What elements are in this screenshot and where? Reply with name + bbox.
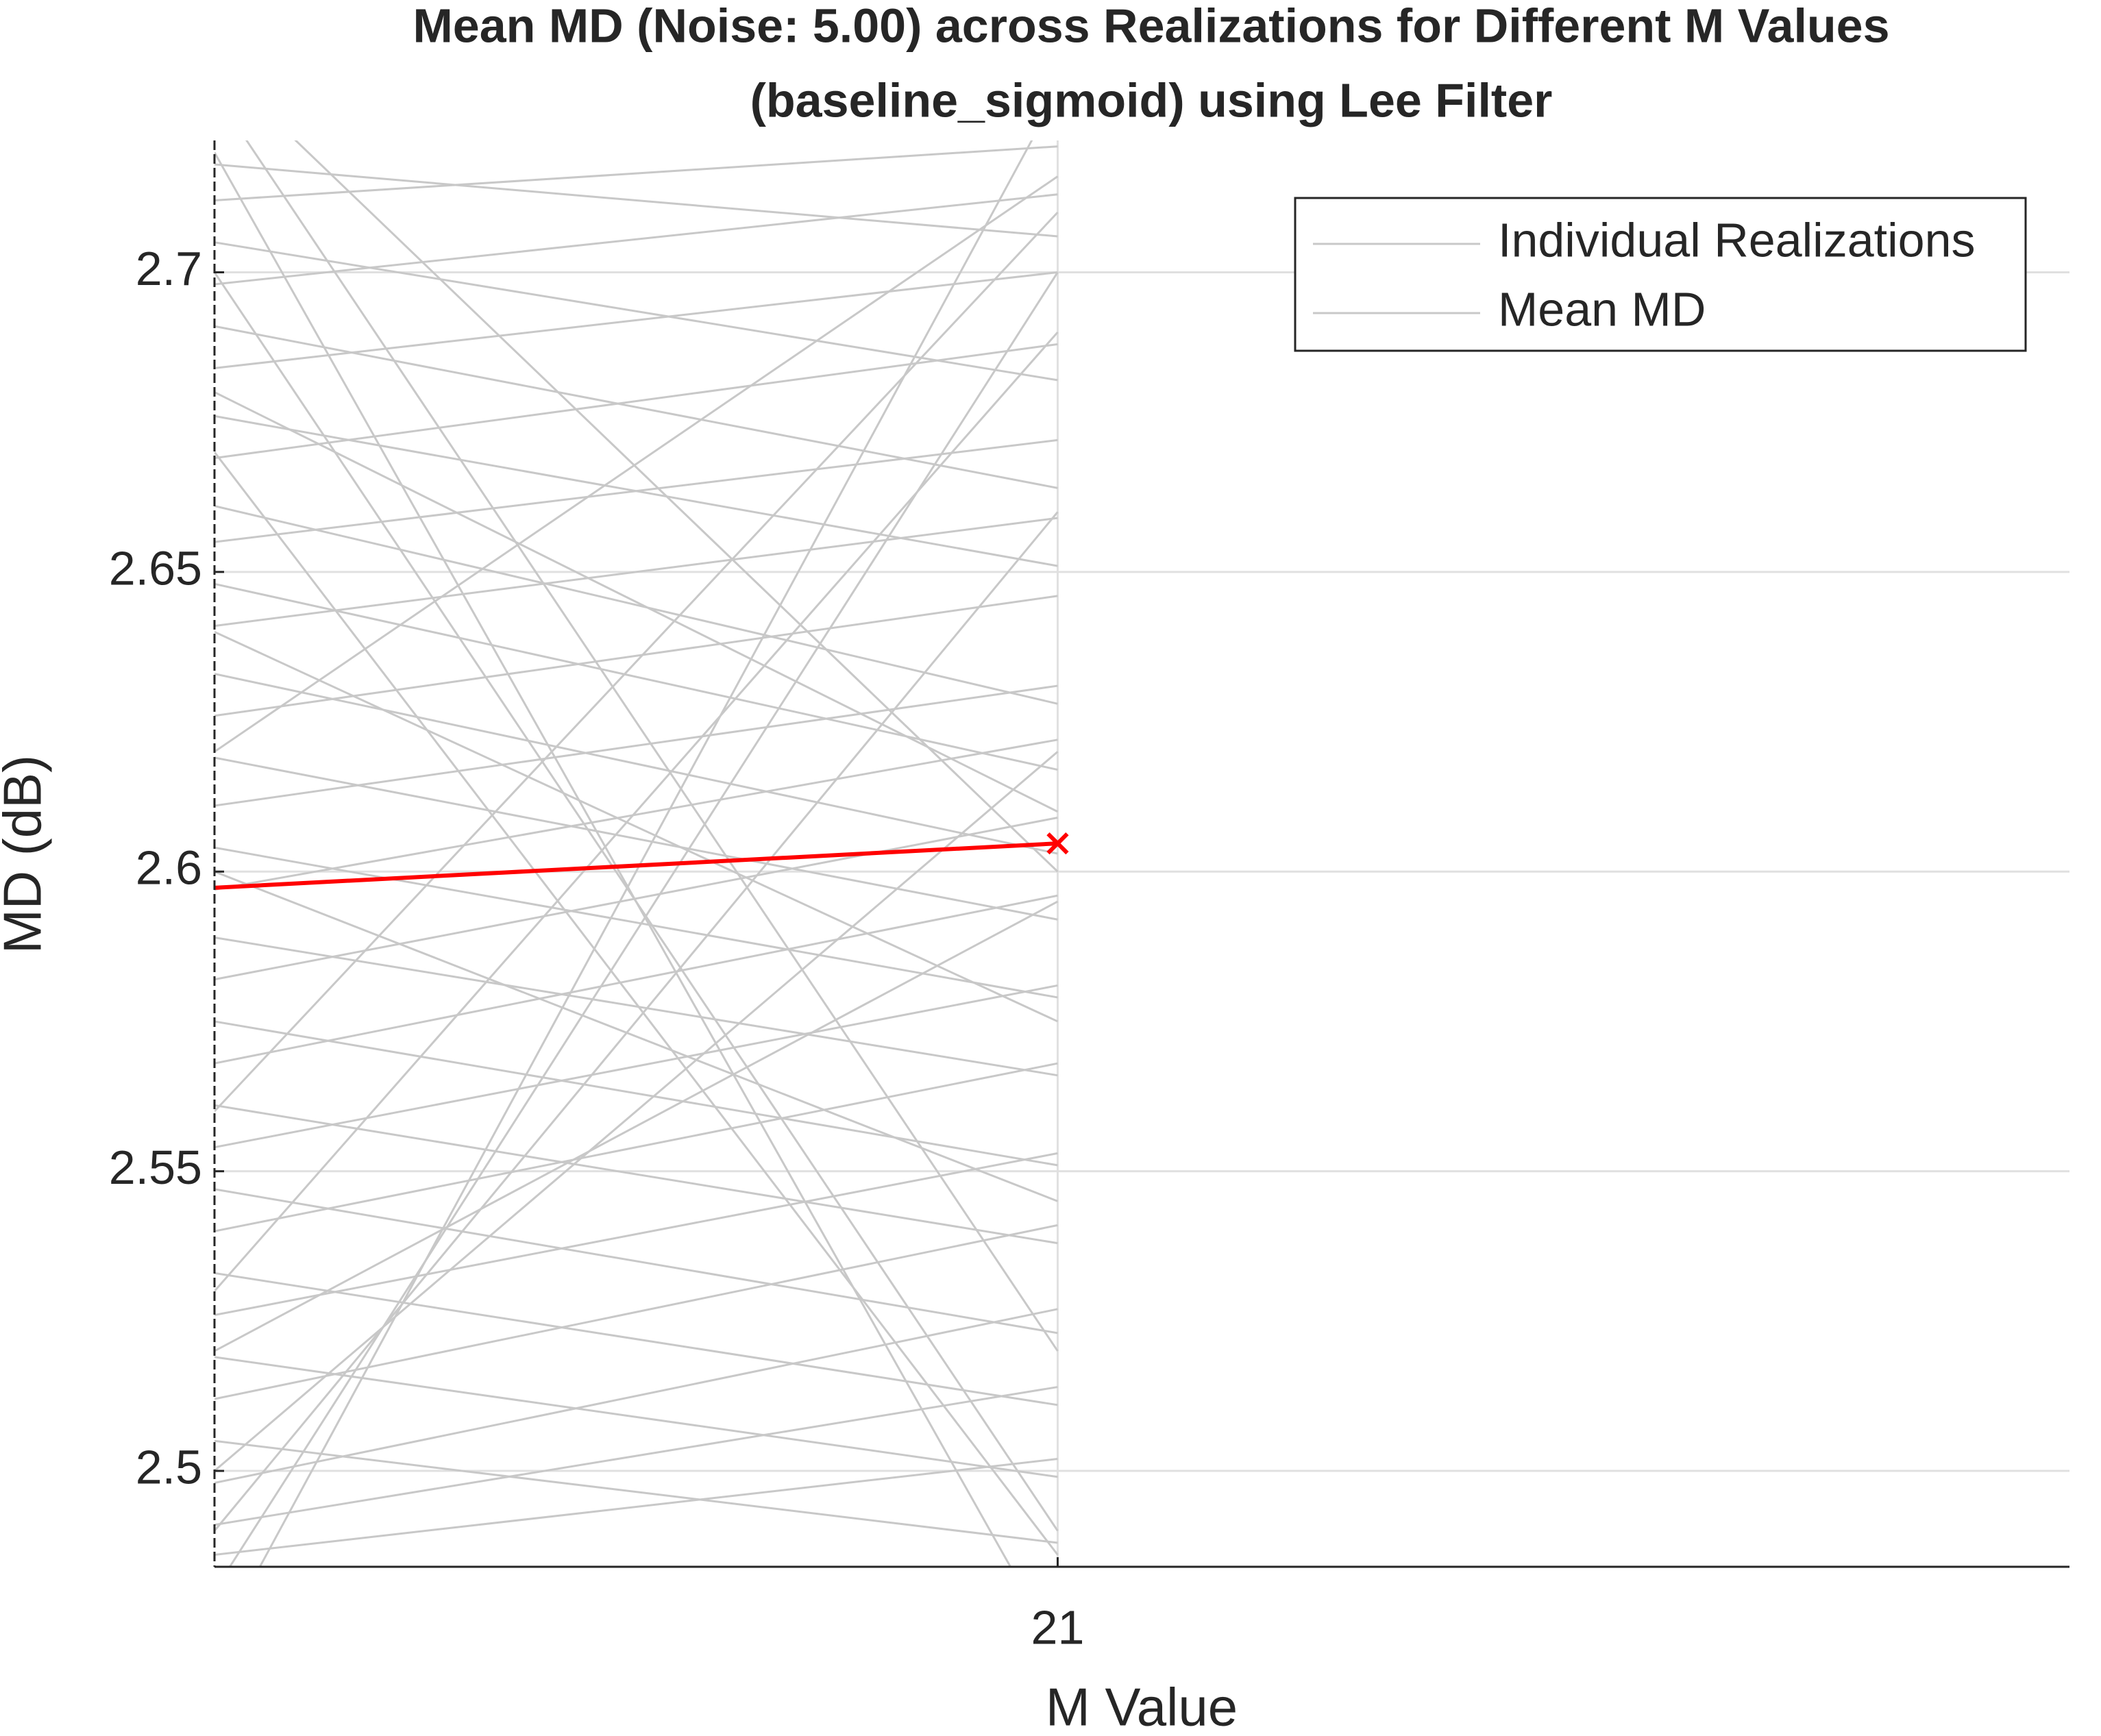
- realization-line: [214, 894, 1058, 1065]
- realization-line: [214, 1439, 1058, 1544]
- grid: [214, 140, 2069, 1567]
- mean-marker: [1046, 832, 1069, 855]
- realization-line: [214, 846, 1058, 999]
- realization-line: [214, 1152, 1058, 1317]
- x-tick-label: 21: [1031, 1600, 1085, 1654]
- realization-line: [258, 140, 1033, 1567]
- plot-area: [214, 140, 1059, 1567]
- realization-line: [214, 331, 1059, 1292]
- x-axis-label: M Value: [1046, 1677, 1238, 1736]
- chart-title: (baseline_sigmoid) using Lee Filter: [750, 73, 1553, 127]
- realization-line: [294, 140, 1059, 873]
- realization-line: [214, 271, 1058, 369]
- realization-line: [214, 684, 1058, 807]
- realization-line: [214, 751, 1059, 1472]
- realization-line: [214, 271, 1059, 1532]
- y-tick-label: 2.55: [109, 1141, 202, 1194]
- realization-line: [214, 984, 1058, 1149]
- realization-line: [214, 505, 1058, 705]
- y-tick-label: 2.5: [136, 1441, 202, 1494]
- realization-line: [214, 739, 1058, 891]
- legend-label: Individual Realizations: [1498, 213, 1976, 266]
- realization-line: [214, 817, 1058, 981]
- realization-line: [214, 163, 1058, 238]
- realization-line: [214, 1272, 1058, 1406]
- y-tick-label: 2.6: [136, 841, 202, 895]
- realization-line: [245, 140, 1059, 1352]
- realization-line: [214, 1104, 1058, 1245]
- realization-line: [214, 391, 1059, 813]
- realization-line: [214, 936, 1058, 1077]
- realization-line: [214, 193, 1058, 286]
- realization-line: [214, 756, 1058, 921]
- realization-line: [214, 1020, 1058, 1167]
- realization-line: [214, 582, 1058, 771]
- realization-line: [214, 1308, 1058, 1484]
- realization-line: [214, 1458, 1058, 1556]
- realization-line: [214, 451, 1059, 1556]
- realization-line: [214, 511, 1059, 1532]
- realization-line: [214, 211, 1059, 1113]
- realization-line: [214, 175, 1059, 753]
- realization-line: [214, 1188, 1058, 1335]
- y-tick-label: 2.7: [136, 242, 202, 295]
- realization-line: [214, 595, 1058, 717]
- realization-line: [214, 870, 1058, 1202]
- realization-line: [214, 673, 1058, 855]
- realization-line: [214, 900, 1059, 1352]
- mean-line: [214, 841, 1058, 890]
- chart-title: Mean MD (Noise: 5.00) across Realization…: [413, 0, 1889, 52]
- realization-line: [214, 438, 1058, 543]
- y-tick-label: 2.65: [109, 541, 202, 595]
- legend: Individual Realizations Mean MD: [1294, 197, 2027, 352]
- realization-line: [214, 1356, 1058, 1478]
- realization-line: [214, 343, 1058, 460]
- realization-line: [214, 145, 1058, 201]
- legend-label: Mean MD: [1498, 282, 1706, 336]
- y-axis-label: MD (dB): [0, 755, 53, 954]
- realization-line: [214, 630, 1059, 1023]
- realization-line: [214, 1386, 1058, 1526]
- realization-line: [214, 241, 1058, 382]
- axes: 2.5 2.55 2.6 2.65 2.7 21: [109, 140, 2069, 1654]
- realization-line: [228, 271, 1059, 1567]
- realization-line: [214, 1062, 1058, 1232]
- legend-box: [1294, 197, 2027, 352]
- realization-line: [214, 517, 1058, 628]
